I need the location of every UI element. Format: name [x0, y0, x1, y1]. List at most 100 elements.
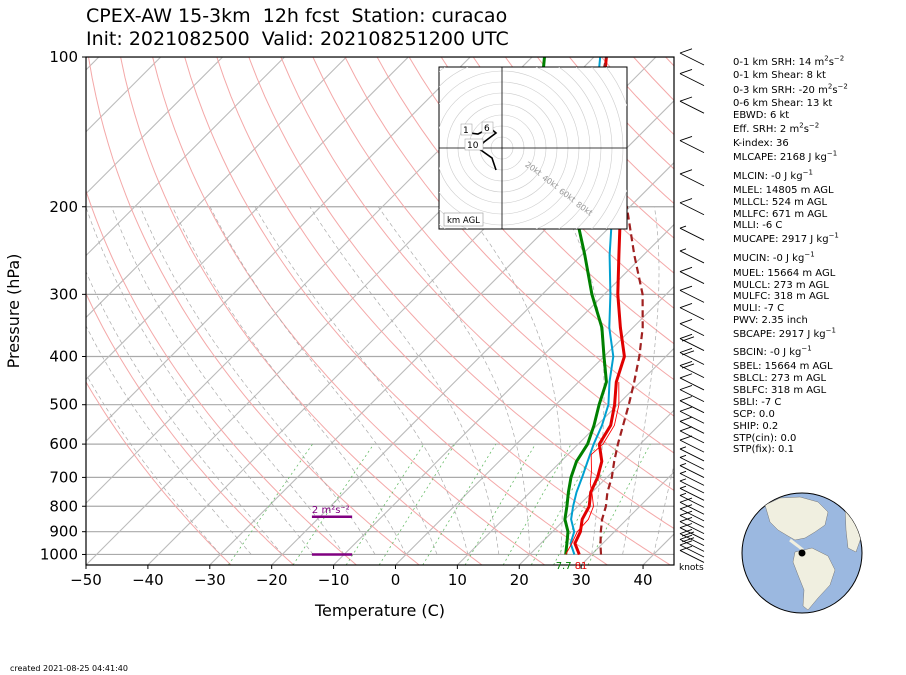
- moist-adiabat: [622, 206, 660, 555]
- dry-adiabat: [280, 57, 674, 492]
- wind-barb: [679, 446, 705, 462]
- index-line: MUEL: 15664 m AGL: [733, 268, 836, 279]
- y-tick-label: 1000: [40, 545, 78, 563]
- index-line: SBLFC: 318 m AGL: [733, 385, 827, 396]
- moist-adiabat: [86, 373, 221, 555]
- hodograph-height-label: 10: [467, 141, 479, 151]
- index-line: MLLCL: 524 m AGL: [733, 197, 828, 208]
- wind-barb: [679, 545, 705, 563]
- moist-adiabat: [172, 206, 407, 555]
- hodograph-height-label: 1: [463, 126, 469, 136]
- wind-barb: [679, 435, 705, 453]
- wind-barb: [679, 333, 705, 351]
- x-tick-label: −20: [256, 571, 288, 589]
- index-line: MLEL: 14805 m AGL: [733, 185, 834, 196]
- moist-adiabat: [209, 206, 438, 555]
- wind-barb: [679, 516, 705, 535]
- chart-title-line1: CPEX-AW 15-3km 12h fcst Station: curacao: [86, 5, 508, 27]
- dry-adiabat: [88, 57, 420, 565]
- y-tick-label: 700: [49, 468, 78, 486]
- index-line: SBCAPE: 2917 J kg−1: [733, 326, 836, 340]
- dry-adiabat: [312, 57, 674, 454]
- isotherm: [209, 100, 674, 565]
- moist-adiabat: [86, 270, 283, 555]
- wind-barb: [679, 96, 705, 114]
- index-line: SBCIN: -0 J kg−1: [733, 344, 812, 358]
- index-line: MULI: -7 C: [733, 303, 785, 314]
- hodograph-legend-box: [443, 212, 484, 227]
- moist-adiabat: [309, 206, 500, 555]
- x-tick-label: 20: [510, 571, 529, 589]
- x-tick-label: 40: [634, 571, 653, 589]
- wind-barb: [679, 135, 705, 154]
- index-line: SBEL: 15664 m AGL: [733, 361, 833, 372]
- dry-adiabat: [344, 57, 674, 417]
- dry-adiabat: [408, 57, 674, 345]
- dry-adiabat: [472, 57, 674, 274]
- y-tick-label: 600: [49, 435, 78, 453]
- wind-barb: [679, 478, 705, 494]
- x-tick-label: −30: [194, 571, 226, 589]
- wind-barb: [679, 416, 705, 434]
- plot-frame: [85, 56, 675, 566]
- index-line: SBLI: -7 C: [733, 397, 782, 408]
- isotherm: [86, 57, 162, 133]
- mixing-ratio-line: [228, 443, 313, 565]
- wind-barb: [679, 385, 705, 403]
- isotherm: [86, 57, 224, 195]
- index-line: MULCL: 273 m AGL: [733, 280, 829, 291]
- moist-adiabat: [463, 206, 563, 555]
- wind-barb: [679, 248, 705, 264]
- wind-barb: [679, 225, 705, 241]
- isotherm: [395, 285, 674, 565]
- moist-adiabat: [139, 206, 376, 555]
- created-timestamp: created 2021-08-25 04:41:40: [10, 664, 128, 673]
- hodograph-trace: [461, 127, 498, 171]
- y-tick-label: 900: [49, 523, 78, 541]
- surface-label: 7.7: [556, 561, 572, 572]
- index-line: MLCAPE: 2168 J kg−1: [733, 149, 838, 163]
- index-line: MLLFC: 671 m AGL: [733, 209, 828, 220]
- moist-adiabat: [378, 206, 531, 555]
- wind-barb: [679, 510, 705, 528]
- index-line: PWV: 2.35 inch: [733, 315, 808, 326]
- x-tick-label: 0: [391, 571, 401, 589]
- wind-barb: [679, 485, 705, 501]
- wind-barb: [679, 470, 705, 486]
- y-tick-label: 800: [49, 497, 78, 515]
- moist-adiabat: [653, 463, 674, 555]
- index-line: MLLI: -6 C: [733, 220, 783, 231]
- globe-north-america: [764, 496, 829, 541]
- wind-barb: [679, 303, 705, 321]
- hodograph-height-box: [481, 121, 494, 134]
- index-line: MULFC: 318 m AGL: [733, 291, 829, 302]
- x-tick-label: 30: [572, 571, 591, 589]
- y-tick-label: 400: [49, 348, 78, 366]
- y-tick-label: 300: [49, 285, 78, 303]
- mixing-ratio-line: [378, 443, 456, 565]
- isotherm: [86, 57, 285, 257]
- hodograph-height-box: [464, 138, 484, 151]
- index-line: 0-3 km SRH: -20 m2s−2: [733, 82, 848, 96]
- index-line: SCP: 0.0: [733, 409, 775, 420]
- dry-adiabat: [152, 57, 545, 565]
- mixing-ratio-line: [553, 443, 619, 565]
- wind-barb: [679, 373, 705, 391]
- index-line: Eff. SRH: 2 m2s−2: [733, 121, 820, 135]
- x-tick-label: −50: [70, 571, 102, 589]
- index-line: 0-1 km Shear: 8 kt: [733, 70, 826, 81]
- wind-barb: [679, 68, 705, 86]
- x-axis-label: Temperature (C): [314, 601, 445, 620]
- mixing-ratio-line: [422, 443, 497, 565]
- wind-barb: [679, 463, 705, 478]
- srh-label: 2 m²s⁻²: [312, 505, 350, 516]
- thin-temperature-line: [565, 381, 620, 555]
- wind-barb: [679, 528, 705, 547]
- location-globe: [741, 492, 863, 614]
- isotherm: [580, 471, 674, 565]
- dry-adiabat: [248, 57, 674, 530]
- index-line: K-index: 36: [733, 138, 789, 149]
- parcel-path-line: [596, 57, 644, 555]
- globe-south-america: [792, 547, 836, 611]
- index-line: SHIP: 0.2: [733, 421, 779, 432]
